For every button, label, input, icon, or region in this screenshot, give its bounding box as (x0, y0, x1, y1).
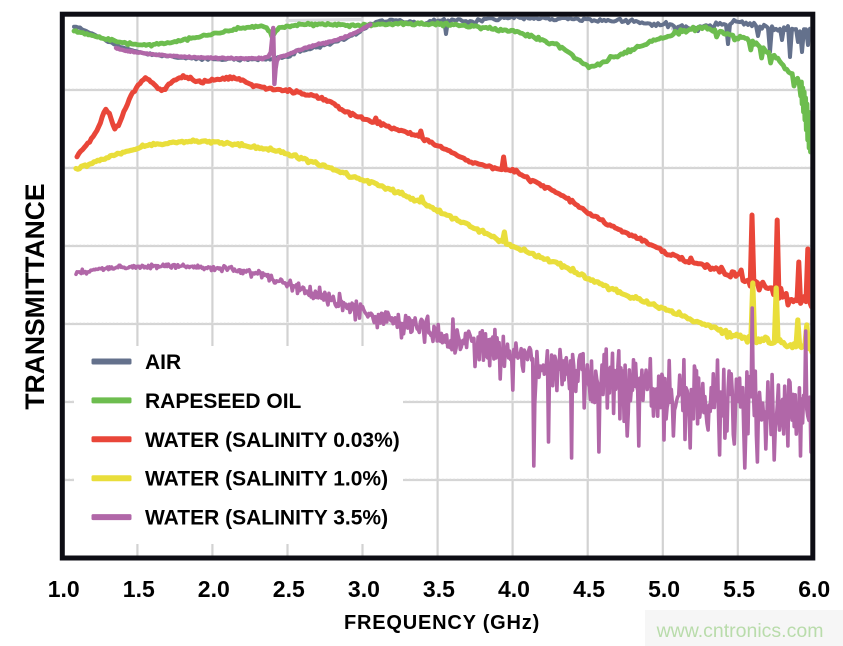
svg-text:1.0: 1.0 (48, 576, 80, 602)
svg-text:6.0: 6.0 (798, 576, 830, 602)
svg-text:WATER (SALINITY 0.03%): WATER (SALINITY 0.03%) (145, 429, 400, 452)
svg-text:4.0: 4.0 (498, 576, 530, 602)
svg-text:5.0: 5.0 (648, 576, 680, 602)
svg-text:www.cntronics.com: www.cntronics.com (656, 620, 824, 642)
svg-text:3.5: 3.5 (423, 576, 455, 602)
svg-text:RAPESEED OIL: RAPESEED OIL (145, 390, 302, 413)
svg-text:2.0: 2.0 (198, 576, 230, 602)
svg-text:WATER (SALINITY 3.5%): WATER (SALINITY 3.5%) (145, 507, 388, 530)
svg-text:3.0: 3.0 (348, 576, 380, 602)
svg-text:1.5: 1.5 (123, 576, 155, 602)
svg-text:2.5: 2.5 (273, 576, 305, 602)
svg-text:TRANSMITTANCE: TRANSMITTANCE (20, 183, 50, 409)
svg-text:AIR: AIR (145, 351, 181, 374)
svg-text:WATER (SALINITY 1.0%): WATER (SALINITY 1.0%) (145, 468, 388, 491)
svg-text:4.5: 4.5 (573, 576, 605, 602)
svg-text:5.5: 5.5 (723, 576, 755, 602)
svg-text:FREQUENCY (GHz): FREQUENCY (GHz) (344, 612, 540, 634)
